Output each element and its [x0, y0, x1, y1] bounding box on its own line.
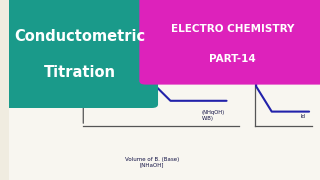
Text: ld: ld	[300, 114, 305, 119]
Text: (S.A): (S.A)	[68, 5, 86, 14]
Text: (NHqOH)
W.B): (NHqOH) W.B)	[202, 110, 225, 121]
Text: ELECTRO CHEMISTRY: ELECTRO CHEMISTRY	[171, 24, 294, 34]
Text: S.A': S.A'	[270, 24, 282, 30]
FancyBboxPatch shape	[2, 0, 158, 108]
Text: (W.B): (W.B)	[114, 5, 134, 14]
Text: Volume of B. (Base)
[NHaOH]: Volume of B. (Base) [NHaOH]	[125, 157, 179, 167]
Text: Titration: Titration	[44, 64, 116, 80]
Text: Conductometric: Conductometric	[15, 28, 146, 44]
Text: Conductors: Conductors	[69, 48, 74, 78]
FancyBboxPatch shape	[139, 0, 320, 85]
FancyBboxPatch shape	[9, 0, 320, 180]
Text: PART-14: PART-14	[209, 54, 256, 64]
